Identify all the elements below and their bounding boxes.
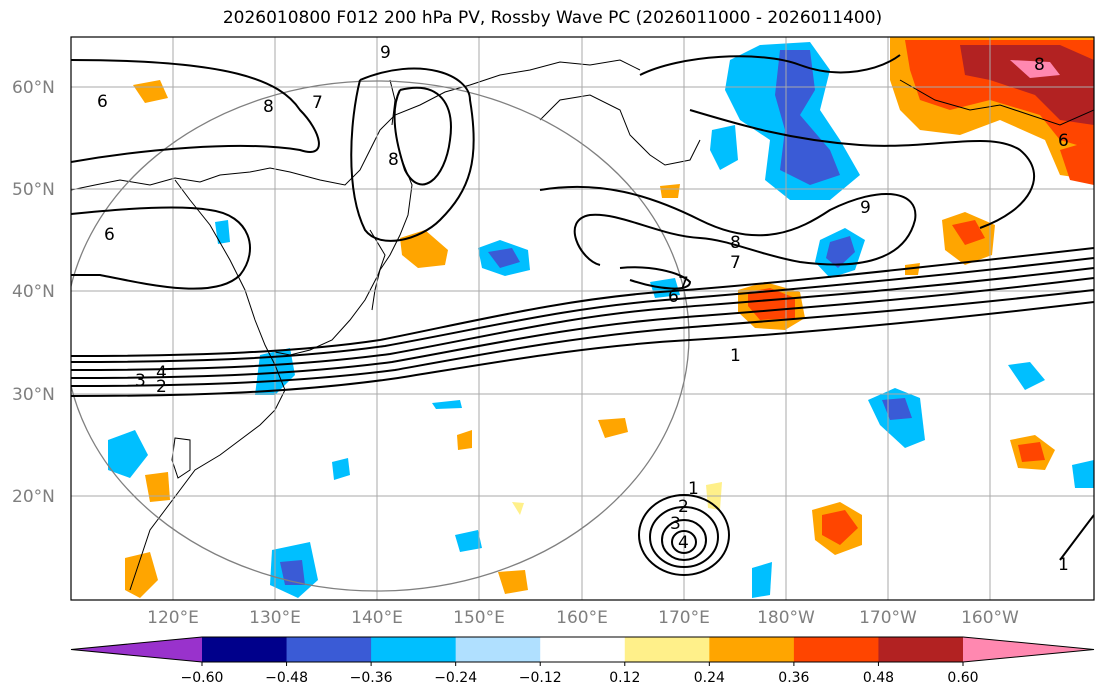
lon-label: 120°E [147, 608, 199, 628]
contour-label: 8 [388, 150, 399, 170]
colorbar-tick-label: −0.24 [434, 670, 477, 686]
colorbar-extend-high [963, 637, 1094, 662]
colorbar-tick-label: 0.48 [863, 670, 894, 686]
colorbar-tick-label: 0.24 [694, 670, 725, 686]
contour-label: 8 [1034, 55, 1045, 75]
lat-label: 20°N [12, 487, 55, 507]
pv-contours [71, 54, 1094, 576]
lon-label: 140°E [351, 608, 403, 628]
contour-label: 9 [380, 43, 391, 63]
contour-label: 3 [670, 514, 681, 534]
lon-label: 160°W [961, 608, 1019, 628]
contour-label: 7 [678, 274, 689, 294]
lat-label: 30°N [12, 385, 55, 405]
pv-anomaly-fill [108, 37, 1094, 598]
lon-label: 180°W [757, 608, 815, 628]
colorbar-tick-label: 0.60 [947, 670, 978, 686]
map-title: 2026010800 F012 200 hPa PV, Rossby Wave … [222, 8, 883, 28]
contour-label: 2 [156, 377, 167, 397]
contour-label: 9 [860, 198, 871, 218]
lon-label: 170°E [658, 608, 710, 628]
colorbar-segment [878, 637, 964, 662]
colorbar-labels: −0.60 −0.48 −0.36 −0.24 −0.12 0.12 0.24 0.36 0.4… [181, 662, 979, 686]
colorbar-segment [793, 637, 879, 662]
lon-label: 150°E [453, 608, 505, 628]
colorbar [70, 636, 1095, 663]
map-frame [70, 36, 1095, 601]
colorbar-segment [540, 637, 626, 662]
contour-label: 7 [730, 253, 741, 273]
colorbar-tick-label: 0.36 [778, 670, 809, 686]
colorbar-segment [709, 637, 795, 662]
contour-label: 6 [668, 287, 679, 307]
latitude-labels: 60°N 50°N 40°N 30°N 20°N [12, 78, 55, 507]
contour-label: 4 [156, 363, 167, 383]
colorbar-tick-label: −0.48 [265, 670, 308, 686]
lat-label: 60°N [12, 78, 55, 98]
longitude-labels: 120°E 130°E 140°E 150°E 160°E 170°E 180°… [147, 608, 1019, 628]
coastlines [71, 59, 1094, 591]
colorbar-tick-label: −0.60 [181, 670, 224, 686]
colorbar-segment [624, 637, 710, 662]
colorbar-tick-label: 0.12 [609, 670, 640, 686]
lat-label: 50°N [12, 180, 55, 200]
colorbar-segment [455, 637, 541, 662]
contour-label: 8 [730, 233, 741, 253]
contour-label: 2 [678, 497, 689, 517]
contour-label: 1 [730, 346, 741, 366]
contour-label: 6 [97, 92, 108, 112]
contour-label: 7 [312, 93, 323, 113]
colorbar-tick-label: −0.36 [350, 670, 393, 686]
colorbar-extend-low [71, 637, 202, 662]
contour-label: 3 [135, 371, 146, 391]
contour-label: 4 [678, 533, 689, 553]
lon-label: 160°E [556, 608, 608, 628]
contour-label: 6 [104, 225, 115, 245]
colorbar-segment [286, 637, 372, 662]
lat-label: 40°N [12, 282, 55, 302]
colorbar-segment [371, 637, 457, 662]
colorbar-segment [202, 637, 288, 662]
contour-label-group: 9 8 7 6 6 8 9 8 7 7 6 8 6 1 3 4 2 1 2 3 … [97, 43, 1069, 575]
contour-label: 1 [688, 479, 699, 499]
contour-label: 8 [263, 97, 274, 117]
range-circle [71, 80, 690, 592]
colorbar-tick-label: −0.12 [519, 670, 562, 686]
lon-label: 130°E [249, 608, 301, 628]
lon-label: 170°W [859, 608, 917, 628]
contour-label: 6 [1058, 131, 1069, 151]
contour-label: 1 [1058, 555, 1069, 575]
